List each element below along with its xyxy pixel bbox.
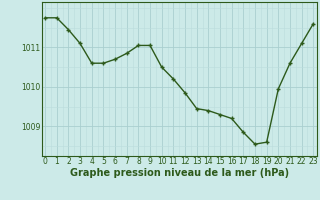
X-axis label: Graphe pression niveau de la mer (hPa): Graphe pression niveau de la mer (hPa) xyxy=(70,168,289,178)
